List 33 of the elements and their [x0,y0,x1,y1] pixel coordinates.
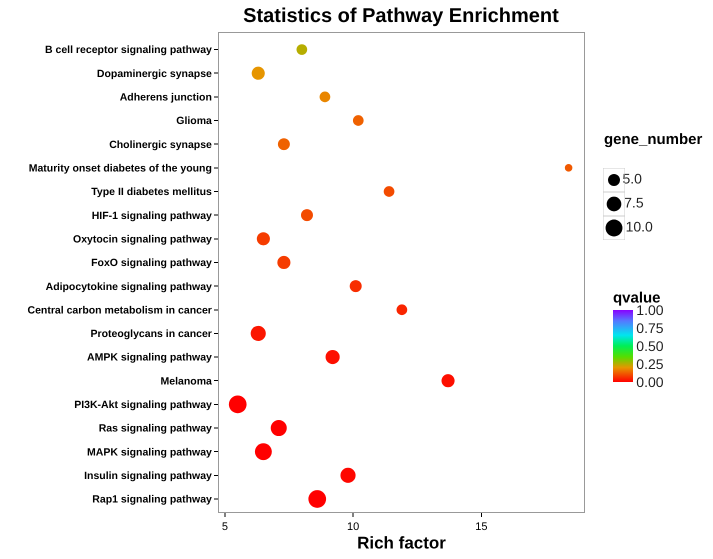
y-tick-label: Glioma [176,115,212,128]
y-tick-label: Insulin signaling pathway [84,470,212,482]
y-tick-label: Melanoma [160,375,212,388]
color-bar-label: 0.00 [636,374,664,390]
y-tick-label: Maturity onset diabetes of the young [28,162,212,175]
color-bar-label: 0.25 [636,356,664,372]
y-tick-label: Rap1 signaling pathway [92,494,212,506]
y-tick-label: HIF-1 signaling pathway [92,210,212,222]
y-tick-label: PI3K-Akt signaling pathway [74,399,212,412]
y-tick-label: Proteoglycans in cancer [90,328,212,340]
y-tick-label: Type II diabetes mellitus [91,186,212,198]
x-tick-label: 15 [475,521,488,534]
y-tick-label: Adherens junction [120,92,212,104]
color-bar-label: 0.75 [636,320,664,336]
y-tick-label: Cholinergic synapse [109,138,212,151]
y-tick-label: Adipocytokine signaling pathway [46,280,212,293]
y-tick-label: AMPK signaling pathway [87,352,212,364]
y-tick-label: FoxO signaling pathway [91,257,212,270]
legend-label: 5.0 [622,170,642,186]
legend-title: gene_number [604,131,703,148]
y-tick-label: Central carbon metabolism in cancer [27,304,212,316]
y-tick-label: Ras signaling pathway [98,422,212,435]
y-tick-label: Oxytocin signaling pathway [73,233,212,246]
color-bar-label: 0.50 [636,338,664,354]
y-tick-label: B cell receptor signaling pathway [45,44,212,56]
y-tick-label: Dopaminergic synapse [96,68,212,80]
legend-label: 10.0 [626,218,654,234]
chart-title: Statistics of Pathway Enrichment [243,5,560,27]
legend-label: 7.5 [624,194,644,210]
x-tick-label: 10 [347,521,360,534]
x-axis-title: Rich factor [357,534,446,553]
y-tick-label: MAPK signaling pathway [87,446,212,458]
x-tick-label: 5 [222,521,228,534]
